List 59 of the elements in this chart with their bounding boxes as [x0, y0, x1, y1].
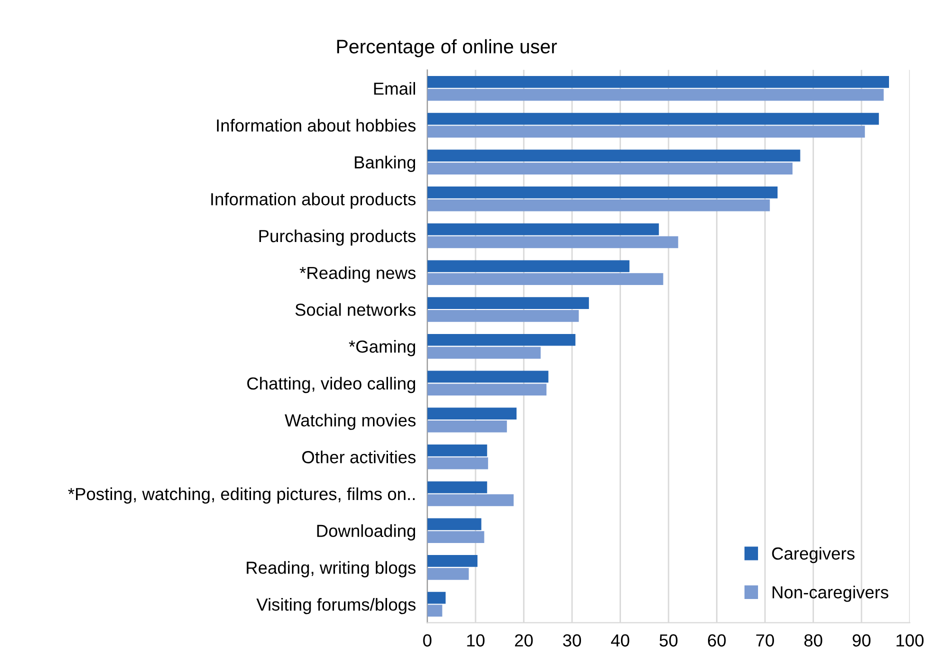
bar	[427, 518, 482, 530]
bar	[427, 126, 865, 138]
bar	[427, 531, 484, 543]
bar	[427, 568, 469, 580]
x-tick-label: 0	[423, 634, 432, 647]
bar	[427, 494, 514, 506]
bar	[427, 346, 541, 359]
bar	[427, 88, 884, 101]
y-tick-label: Social networks	[295, 303, 416, 316]
bar	[427, 444, 488, 456]
bar	[427, 481, 488, 494]
x-tick-label: 20	[515, 634, 533, 647]
y-tick-label: Information about hobbies	[217, 118, 416, 132]
bar	[427, 223, 659, 236]
bar	[427, 199, 770, 212]
bar	[427, 384, 546, 396]
bar	[427, 408, 517, 420]
y-tick-label: Purchasing products	[259, 229, 416, 246]
x-tick-label: 10	[467, 634, 485, 647]
y-tick-label: *Posting, watching, editing pictures, films on..	[68, 487, 415, 504]
bar	[427, 592, 446, 604]
x-tick-label: 50	[660, 634, 678, 647]
bar	[427, 186, 778, 198]
legend-label: Non-caregivers	[772, 586, 888, 602]
bar	[427, 273, 664, 285]
x-tick-label: 30	[563, 634, 582, 647]
legend-label: Caregivers	[772, 546, 855, 564]
y-tick-label: Banking	[354, 156, 416, 172]
x-tick-label: 90	[852, 634, 870, 647]
bar	[427, 604, 442, 617]
x-tick-label: 100	[896, 634, 924, 647]
bar	[427, 236, 678, 248]
x-tick-label: 60	[708, 634, 726, 647]
bar	[427, 112, 879, 125]
bar	[427, 260, 630, 272]
y-tick-label: Visiting forums/blogs	[256, 598, 416, 614]
bar	[427, 420, 507, 432]
bar	[427, 150, 800, 162]
bar	[427, 370, 548, 383]
bar	[427, 334, 576, 346]
y-tick-label: Downloading	[317, 524, 416, 540]
bar	[427, 310, 579, 322]
chart-title: Percentage of online user	[337, 39, 557, 58]
y-tick-label: *Reading news	[300, 266, 416, 283]
y-tick-label: Other activities	[302, 450, 416, 464]
bar	[427, 162, 793, 174]
bar	[427, 457, 488, 470]
x-tick-label: 70	[756, 634, 774, 647]
bar	[427, 297, 589, 309]
y-tick-label: Information about products	[211, 192, 416, 209]
y-tick-label: Email	[374, 82, 416, 95]
y-tick-label: Watching movies	[284, 414, 416, 430]
bar	[427, 555, 478, 567]
y-tick-label: *Gaming	[348, 340, 416, 356]
x-tick-label: 40	[611, 634, 630, 647]
y-tick-label: Chatting, video calling	[247, 376, 416, 394]
y-tick-label: Reading, writing blogs	[246, 561, 416, 578]
x-tick-label: 80	[804, 634, 822, 647]
bar	[427, 76, 890, 88]
